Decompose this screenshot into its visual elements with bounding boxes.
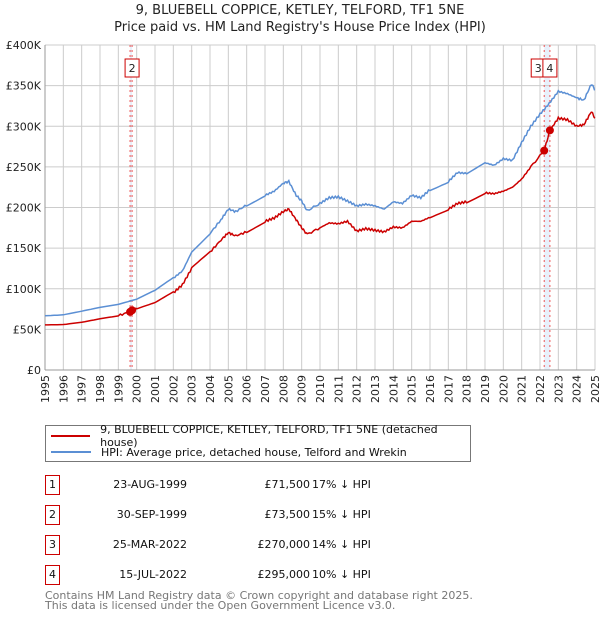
x-tick-label: 2025 [589, 375, 600, 403]
y-tick-label: £100K [6, 283, 42, 296]
legend-blue-label: HPI: Average price, detached house, Telf… [101, 445, 407, 459]
sale-marker-box [542, 58, 558, 78]
transaction-price: £71,500 [264, 478, 311, 491]
x-tick-label: 2006 [241, 375, 254, 403]
transaction-hpi-diff: 17% ↓ HPI [312, 478, 371, 491]
x-tick-label: 2009 [296, 375, 309, 403]
x-tick-label: 2015 [406, 375, 419, 403]
sale-marker-label: 4 [542, 58, 558, 78]
legend-blue-line [51, 451, 91, 453]
sale-marker-box [124, 58, 140, 78]
transaction-price: £295,000 [257, 568, 311, 581]
transaction-number-badge: 4 [45, 565, 60, 585]
x-tick-label: 2004 [204, 375, 217, 403]
x-tick-label: 1997 [76, 375, 89, 403]
x-tick-label: 2010 [314, 375, 327, 403]
transaction-date: 23-AUG-1999 [113, 478, 187, 491]
y-tick-label: £0 [27, 364, 41, 377]
x-tick-label: 2000 [131, 375, 144, 403]
x-tick-label: 2014 [387, 375, 400, 403]
x-tick-label: 2021 [516, 375, 529, 403]
transaction-number-badge: 2 [45, 505, 60, 525]
sale-marker-number: 4 [546, 62, 553, 75]
x-tick-label: 1996 [57, 375, 70, 403]
x-tick-label: 2001 [149, 375, 162, 403]
x-tick-label: 2017 [442, 375, 455, 403]
sale-marker-number: 3 [535, 62, 542, 75]
transaction-hpi-diff: 14% ↓ HPI [312, 538, 371, 551]
sale-point [128, 306, 137, 315]
x-tick-label: 2012 [351, 375, 364, 403]
x-tick-label: 2003 [186, 375, 199, 403]
x-tick-label: 2007 [259, 375, 272, 403]
legend-red-line [51, 435, 91, 437]
legend: 9, BLUEBELL COPPICE, KETLEY, TELFORD, TF… [45, 423, 471, 462]
x-tick-label: 1998 [94, 375, 107, 403]
hpi-line [44, 84, 596, 317]
x-tick-label: 1999 [112, 375, 125, 403]
transaction-hpi-diff: 15% ↓ HPI [312, 508, 371, 521]
footer-line2: This data is licensed under the Open Gov… [45, 599, 396, 612]
plot-area: 1995 1996 1997 1998 1999 2000 2001 2002 2003 2004… [6, 39, 600, 403]
chart-title: 9, BLUEBELL COPPICE, KETLEY, TELFORD, TF… [135, 3, 465, 18]
transaction-date: 25-MAR-2022 [112, 538, 187, 551]
transaction-row: 1 23-AUG-1999 £71,500 17% ↓ HPI [45, 475, 465, 495]
transaction-row: 3 25-MAR-2022 £270,000 14% ↓ HPI [45, 535, 465, 555]
transaction-row: 2 30-SEP-1999 £73,500 15% ↓ HPI [45, 505, 465, 525]
legend-red-label: 9, BLUEBELL COPPICE, KETLEY, TELFORD, TF… [100, 423, 438, 449]
x-tick-label: 2011 [332, 375, 345, 403]
x-tick-label: 2013 [369, 375, 382, 403]
price-line [45, 111, 596, 326]
x-tick-label: 2020 [497, 375, 510, 403]
x-tick-label: 2023 [552, 375, 565, 403]
sale-point [540, 146, 549, 155]
transaction-price: £270,000 [257, 538, 311, 551]
chart-subtitle: Price paid vs. HM Land Registry's House … [114, 20, 486, 35]
y-tick-label: £300K [6, 120, 42, 133]
y-tick-label: £250K [6, 161, 42, 174]
transaction-price: £73,500 [264, 508, 311, 521]
transaction-date: 15-JUL-2022 [119, 568, 187, 581]
x-tick-label: 2019 [479, 375, 492, 403]
footer: Contains HM Land Registry data © Crown c… [45, 589, 473, 612]
x-tick-label: 2022 [534, 375, 547, 403]
sale-point [545, 126, 554, 135]
x-tick-label: 2024 [571, 375, 584, 403]
sale-marker-label: 2 [124, 58, 140, 78]
y-tick-label: £200K [6, 202, 42, 215]
y-tick-label: £50K [13, 323, 42, 336]
x-tick-label: 2002 [167, 375, 180, 403]
footer-line1: Contains HM Land Registry data © Crown c… [45, 589, 473, 602]
x-tick-label: 2016 [424, 375, 437, 403]
y-tick-label: £150K [6, 242, 42, 255]
transaction-hpi-diff: 10% ↓ HPI [312, 568, 371, 581]
x-tick-label: 2008 [277, 375, 290, 403]
x-tick-label: 1995 [39, 375, 52, 403]
transaction-row: 4 15-JUL-2022 £295,000 10% ↓ HPI [45, 565, 465, 585]
transaction-number-badge: 1 [45, 475, 60, 495]
x-tick-label: 2005 [222, 375, 235, 403]
x-tick-label: 2018 [461, 375, 474, 403]
y-tick-label: £400K [6, 39, 42, 52]
y-tick-label: £350K [6, 80, 42, 93]
transaction-number-badge: 3 [45, 535, 60, 555]
transaction-date: 30-SEP-1999 [116, 508, 187, 521]
sale-marker-number: 2 [129, 62, 136, 75]
